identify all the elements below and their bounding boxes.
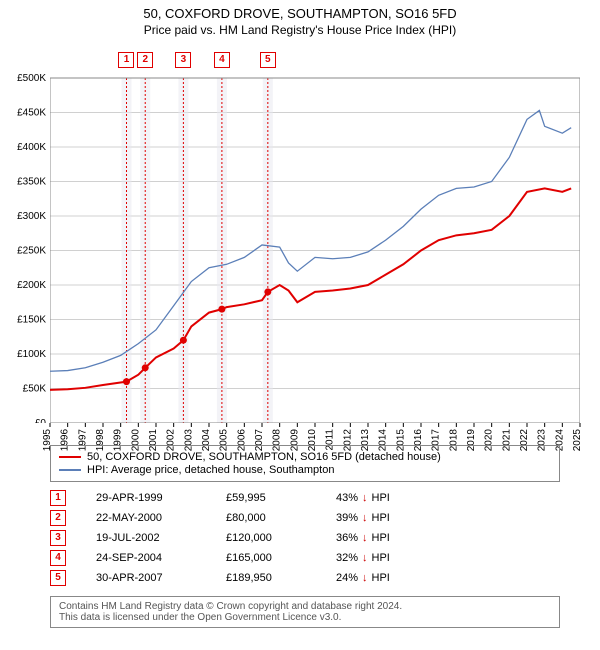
transaction-row: 1 29-APR-1999 £59,995 43% ↓ HPI [50, 488, 560, 508]
tx-date: 22-MAY-2000 [96, 512, 216, 524]
svg-text:2025: 2025 [572, 429, 583, 452]
tx-marker: 2 [50, 510, 66, 526]
y-axis: £0 £50K £100K £150K £200K £250K £300K £350K £400… [2, 48, 50, 423]
marker-4: 4 [214, 52, 230, 68]
svg-text:£0: £0 [35, 418, 47, 423]
tx-price: £120,000 [226, 532, 326, 544]
tx-price: £80,000 [226, 512, 326, 524]
tx-date: 19-JUL-2002 [96, 532, 216, 544]
svg-text:£250K: £250K [17, 246, 46, 257]
transaction-table: 1 29-APR-1999 £59,995 43% ↓ HPI2 22-MAY-… [50, 488, 560, 588]
arrow-down-icon: ↓ [362, 512, 368, 524]
transaction-row: 5 30-APR-2007 £189,950 24% ↓ HPI [50, 568, 560, 588]
tx-date: 29-APR-1999 [96, 492, 216, 504]
transaction-row: 4 24-SEP-2004 £165,000 32% ↓ HPI [50, 548, 560, 568]
tx-date: 30-APR-2007 [96, 572, 216, 584]
tx-pct: 39% ↓ HPI [336, 512, 416, 524]
tx-marker: 4 [50, 550, 66, 566]
svg-text:£50K: £50K [23, 384, 47, 395]
transaction-row: 3 19-JUL-2002 £120,000 36% ↓ HPI [50, 528, 560, 548]
tx-pct: 36% ↓ HPI [336, 532, 416, 544]
svg-text:£100K: £100K [17, 349, 46, 360]
footer-line-1: Contains HM Land Registry data © Crown c… [59, 601, 551, 612]
marker-1: 1 [118, 52, 134, 68]
marker-3: 3 [175, 52, 191, 68]
tx-pct: 43% ↓ HPI [336, 492, 416, 504]
tx-pct: 32% ↓ HPI [336, 552, 416, 564]
arrow-down-icon: ↓ [362, 572, 368, 584]
chart-title-2: Price paid vs. HM Land Registry's House … [0, 23, 600, 37]
marker-row: 12 3 4 5 [50, 52, 580, 76]
tx-marker: 5 [50, 570, 66, 586]
svg-text:£450K: £450K [17, 108, 46, 119]
chart: £0£50K£100K£150K£200K£250K£300K£350K£400… [50, 48, 580, 423]
marker-5: 5 [260, 52, 276, 68]
arrow-down-icon: ↓ [362, 532, 368, 544]
tx-pct: 24% ↓ HPI [336, 572, 416, 584]
svg-text:£500K: £500K [17, 73, 46, 84]
footer-line-2: This data is licensed under the Open Gov… [59, 612, 551, 623]
tx-date: 24-SEP-2004 [96, 552, 216, 564]
footer: Contains HM Land Registry data © Crown c… [50, 596, 560, 628]
svg-text:£350K: £350K [17, 177, 46, 188]
legend: 50, COXFORD DROVE, SOUTHAMPTON, SO16 5FD… [50, 445, 560, 482]
legend-item: HPI: Average price, detached house, Sout… [59, 464, 551, 476]
svg-text:£300K: £300K [17, 211, 46, 222]
tx-marker: 1 [50, 490, 66, 506]
tx-price: £165,000 [226, 552, 326, 564]
plot-svg [50, 48, 580, 423]
tx-price: £59,995 [226, 492, 326, 504]
svg-text:£200K: £200K [17, 280, 46, 291]
svg-text:£400K: £400K [17, 142, 46, 153]
marker-2: 2 [137, 52, 153, 68]
legend-item: 50, COXFORD DROVE, SOUTHAMPTON, SO16 5FD… [59, 451, 551, 463]
tx-marker: 3 [50, 530, 66, 546]
arrow-down-icon: ↓ [362, 552, 368, 564]
svg-text:£150K: £150K [17, 315, 46, 326]
chart-title-1: 50, COXFORD DROVE, SOUTHAMPTON, SO16 5FD [0, 6, 600, 21]
tx-price: £189,950 [226, 572, 326, 584]
arrow-down-icon: ↓ [362, 492, 368, 504]
transaction-row: 2 22-MAY-2000 £80,000 39% ↓ HPI [50, 508, 560, 528]
